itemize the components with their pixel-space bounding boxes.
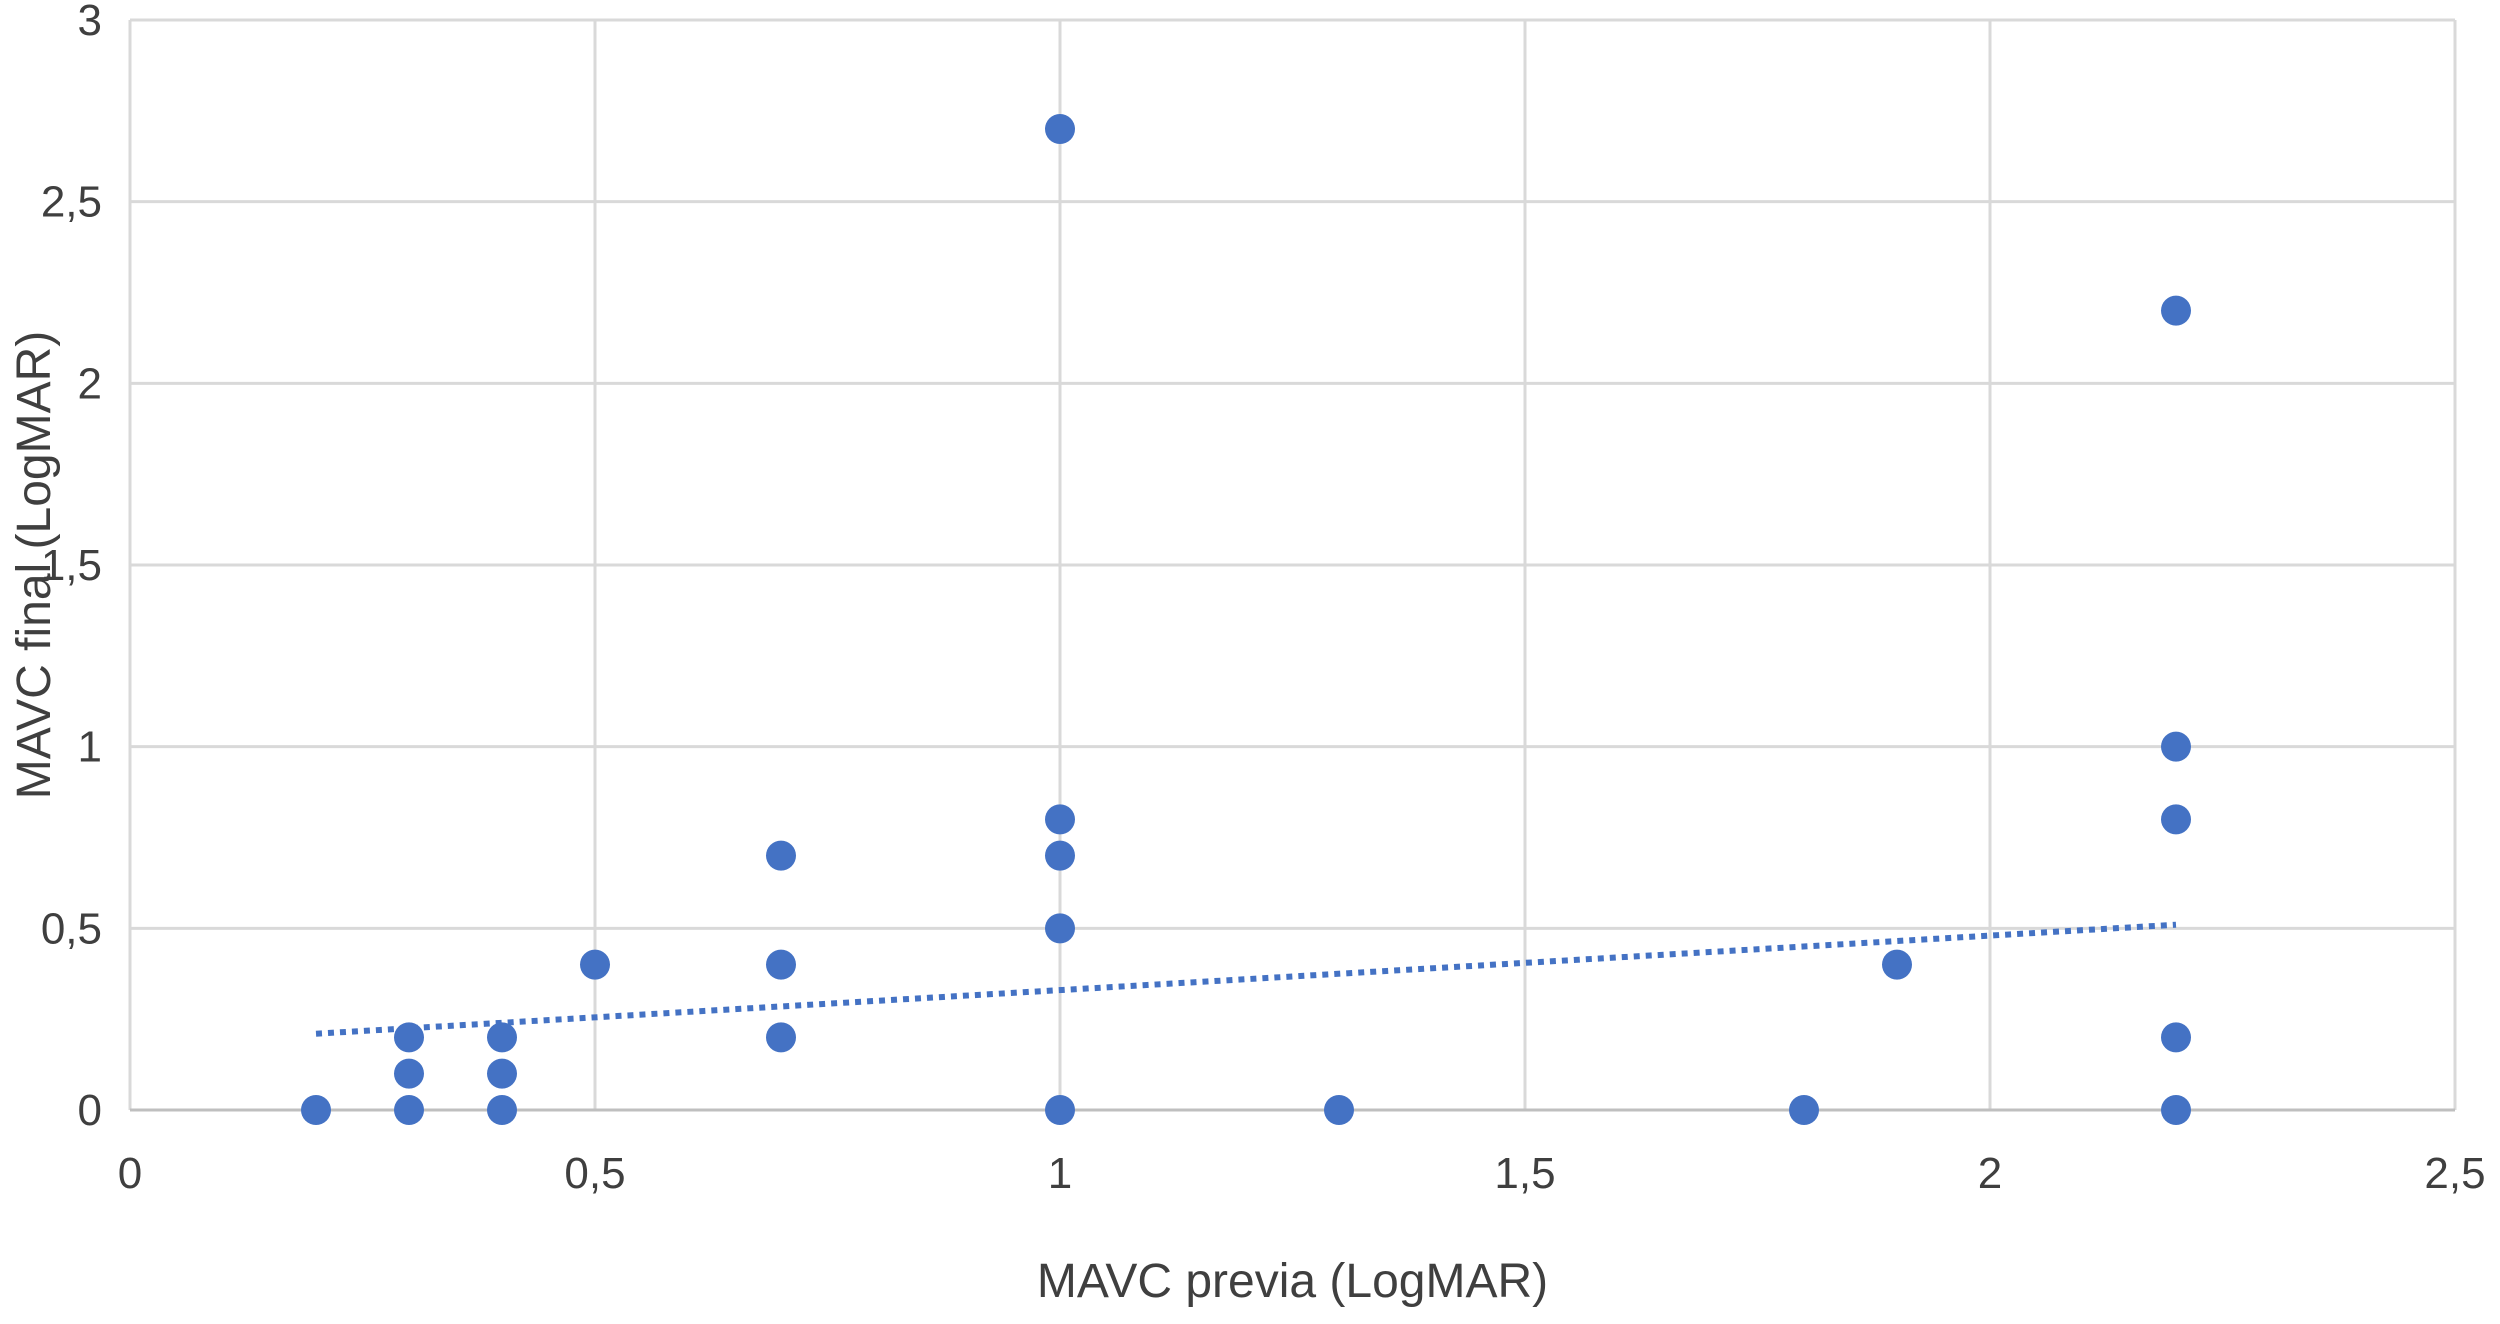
x-tick-label: 1,5 [1494,1149,1555,1198]
data-point [301,1095,331,1125]
tick-labels: 0 0,5 1 1,5 2 2,5 3 0 0,5 1 1,5 2 2,5 [41,0,2486,1198]
x-tick-label: 0,5 [564,1149,625,1198]
data-point [766,949,796,980]
data-points [301,114,2191,1125]
data-point [1882,949,1912,980]
y-tick-label: 2 [78,359,102,408]
data-point [394,1095,424,1125]
data-point [766,840,796,871]
y-tick-label: 3 [78,0,102,45]
y-tick-label: 2,5 [41,178,102,227]
data-point [2161,295,2191,326]
x-axis-title: MAVC previa (LogMAR) [1037,1255,1548,1308]
y-tick-label: 1,5 [41,541,102,590]
trendline-group [315,921,2177,1037]
y-axis-title: MAVC final (LogMAR) [8,331,61,800]
data-point [580,949,610,980]
x-tick-label: 2 [1978,1149,2002,1198]
data-point [2161,804,2191,835]
grid [128,18,2457,1110]
data-point [394,1058,424,1089]
y-tick-label: 0 [78,1086,102,1135]
data-point [1045,913,1075,944]
data-point [766,1022,796,1053]
data-point [1045,840,1075,871]
x-tick-label: 1 [1048,1149,1072,1198]
x-tick-label: 2,5 [2424,1149,2485,1198]
data-point [2161,1095,2191,1125]
y-tick-label: 1 [78,723,102,772]
data-point [487,1095,517,1125]
data-point [1045,1095,1075,1125]
data-point [1045,804,1075,835]
x-tick-label: 0 [118,1149,142,1198]
data-point [2161,1022,2191,1053]
data-point [1045,114,1075,144]
data-point [1789,1095,1819,1125]
trendline [315,921,2177,1037]
data-point [394,1022,424,1053]
data-point [487,1022,517,1053]
data-point [487,1058,517,1089]
data-point [2161,731,2191,762]
y-tick-label: 0,5 [41,904,102,953]
data-point [1324,1095,1354,1125]
